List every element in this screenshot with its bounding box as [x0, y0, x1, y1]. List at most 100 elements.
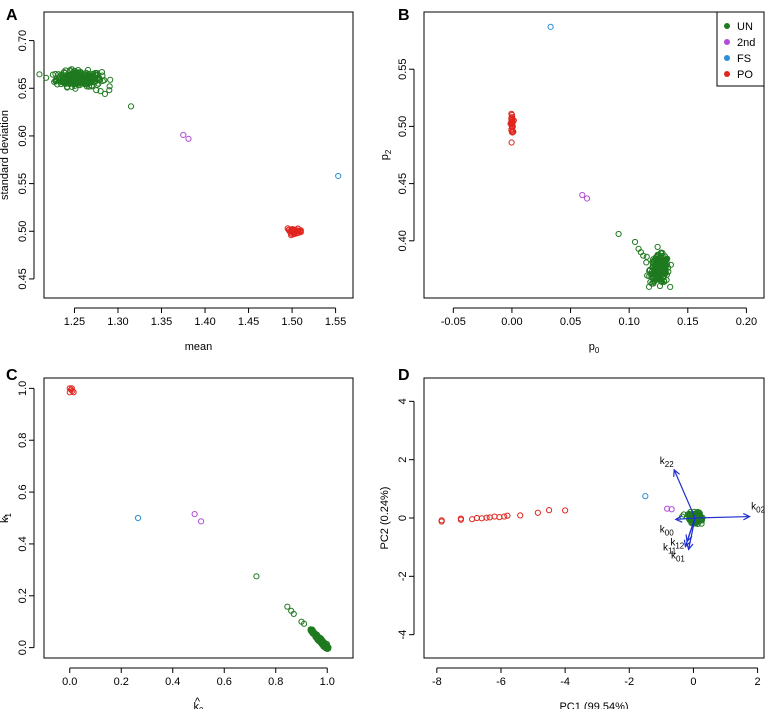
x-tick-label: 0 [690, 676, 696, 688]
panel-label: D [398, 367, 410, 384]
data-point-un [65, 79, 73, 86]
y-tick-label: 0.70 [17, 30, 29, 51]
data-point-un [654, 243, 661, 251]
vector-label-subscript: 01 [676, 554, 685, 563]
data-point-un [253, 573, 260, 580]
data-point-po [508, 111, 516, 119]
legend-label: FS [737, 53, 751, 65]
data-point-un [93, 87, 100, 94]
data-points [507, 23, 675, 291]
vector-label-subscript: 22 [665, 460, 674, 469]
vector-label-k02: k02 [751, 501, 765, 514]
vector-arrow-k22 [673, 469, 696, 519]
plot-frame [423, 11, 765, 299]
x-tick-label: -4 [560, 676, 570, 688]
legend-label: UN [737, 21, 753, 33]
data-point-2nd [579, 191, 586, 199]
vector-label-subscript: 11 [668, 547, 677, 556]
x-tick-label: 1.50 [281, 316, 302, 328]
data-point-un [60, 68, 68, 76]
data-point-un [88, 76, 95, 83]
data-point-fs [134, 514, 142, 522]
x-tick-label: 1.25 [64, 316, 85, 328]
y-axis-title-subscript: 1 [4, 512, 13, 517]
y-axis-title: p2 [379, 149, 393, 160]
y-tick-label: 0.45 [17, 268, 29, 289]
data-point-un [36, 71, 43, 78]
legend-marker-2nd [724, 39, 730, 45]
x-axis-title-hat: ^ [195, 696, 201, 708]
plot-frame [43, 11, 354, 299]
legend-label: 2nd [737, 37, 755, 49]
data-point-un [284, 603, 291, 610]
data-point-un [615, 230, 622, 238]
data-point-un [309, 628, 316, 635]
data-point-un [52, 70, 59, 78]
data-point-un [656, 273, 663, 280]
y-tick-label: 0.2 [17, 588, 29, 603]
data-point-2nd [664, 505, 671, 512]
x-axis-title-base: PC1 (99.54%) [559, 701, 628, 709]
x-axis-title-subscript: 0 [595, 346, 600, 355]
data-point-po [457, 515, 464, 522]
vector-arrowhead-k11 [683, 539, 691, 548]
data-point-po [501, 513, 508, 520]
x-axis-title: PC1 (99.54%) [559, 701, 628, 709]
vector-label-base: k [751, 501, 757, 512]
x-tick-label: 1.30 [107, 316, 128, 328]
data-point-2nd [197, 518, 205, 525]
data-point-un [658, 258, 665, 265]
y-tick-label: 0.8 [17, 433, 29, 448]
data-point-fs [547, 23, 554, 30]
data-point-un [659, 266, 666, 273]
y-tick-label: 0.55 [397, 58, 409, 79]
vector-arrow-k02 [695, 515, 750, 519]
data-point-un [290, 610, 297, 618]
x-axis-title-subscript: 0 [199, 706, 204, 709]
x-axis-title: k0 [194, 701, 205, 709]
legend-marker-po [724, 71, 730, 77]
data-point-un [663, 262, 670, 269]
vector-arrowhead-k22 [673, 468, 680, 477]
panel-c: C0.00.20.40.60.81.00.00.20.40.60.81.0^k0… [0, 367, 354, 709]
data-point-un [696, 513, 704, 520]
x-tick-label: 0.00 [501, 316, 522, 328]
data-point-un [98, 68, 106, 76]
data-point-un [80, 77, 87, 84]
panel-label: A [6, 7, 18, 24]
data-point-un [106, 83, 113, 90]
vector-label-base: k [660, 525, 666, 536]
vector-label-k01: k01 [671, 550, 685, 563]
data-point-un [106, 87, 113, 94]
data-point-po [562, 507, 569, 514]
data-point-po [438, 517, 445, 524]
x-tick-label: 0.10 [618, 316, 639, 328]
y-axis-title-subscript: 2 [384, 149, 393, 154]
x-tick-label: 0.0 [62, 676, 77, 688]
vector-label-subscript: 12 [675, 542, 684, 551]
x-tick-label: 0.15 [677, 316, 698, 328]
x-tick-label: 1.0 [320, 676, 335, 688]
legend-label: PO [737, 69, 753, 81]
vector-label-subscript: 02 [756, 505, 765, 514]
data-point-po [509, 123, 516, 130]
y-tick-label: 4 [397, 398, 409, 404]
data-point-un [84, 66, 92, 74]
x-tick-label: -0.05 [441, 316, 466, 328]
data-point-po [545, 507, 553, 514]
data-point-un [101, 90, 109, 98]
y-axis-title-base: p [379, 154, 391, 160]
data-point-un [300, 620, 308, 627]
data-point-po [534, 509, 541, 516]
data-point-fs [335, 172, 342, 180]
x-axis-title-base: p [589, 341, 595, 353]
x-axis-title-base: mean [185, 341, 213, 353]
vector-arrow-k00 [675, 517, 696, 521]
data-point-po [508, 126, 515, 133]
data-point-un [107, 76, 114, 83]
x-tick-label: 2 [755, 676, 761, 688]
y-tick-label: 0.65 [17, 78, 29, 99]
data-points [438, 493, 706, 527]
